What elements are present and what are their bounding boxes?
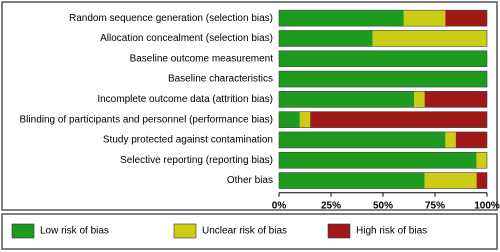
bar-segment (310, 111, 487, 128)
bar-segment (476, 152, 487, 169)
bar-segment (279, 10, 404, 27)
y-tick-label: Blinding of participants and personnel (… (20, 114, 273, 125)
bar-outline (278, 70, 488, 88)
bar-segment (445, 10, 487, 27)
bar-segment (414, 91, 425, 108)
bar-segment (279, 172, 425, 189)
y-tick-label: Baseline outcome measurement (130, 53, 274, 64)
y-tick-label: Allocation concealment (selection bias) (100, 33, 273, 44)
x-tick-label: 75% (425, 200, 445, 211)
bar-segment (424, 91, 487, 108)
bar-segment (279, 71, 487, 88)
bar-segment (372, 30, 487, 47)
legend-swatch (173, 223, 197, 239)
bar-segment (279, 111, 300, 128)
y-tick-label: Other bias (227, 175, 273, 186)
bar-segment (455, 131, 487, 148)
x-tick-label: 100% (474, 200, 500, 211)
legend-swatch (11, 223, 35, 239)
y-tick-label: Study protected against contamination (103, 135, 273, 146)
bar-outline (278, 131, 488, 149)
bar-segment (445, 131, 456, 148)
legend-swatch (327, 223, 351, 239)
bar-outline (278, 9, 488, 27)
bar-outline (278, 111, 488, 128)
legend-label: High risk of bias (356, 226, 427, 237)
legend-label: Unclear risk of bias (202, 226, 287, 237)
bar-outline (278, 50, 488, 68)
bar-segment (299, 111, 311, 128)
legend-frame (1, 213, 498, 250)
bar-segment (279, 91, 415, 108)
bar-segment (279, 30, 373, 47)
x-tick-label: 50% (373, 200, 393, 211)
bar-segment (279, 131, 446, 148)
x-tick-label: 25% (321, 200, 341, 211)
y-tick-label: Incomplete outcome data (attrition bias) (97, 94, 273, 105)
x-tick-label: 0% (272, 200, 287, 211)
y-tick-label: Random sequence generation (selection bi… (69, 13, 273, 24)
bar-segment (476, 172, 487, 189)
bar-outline (278, 91, 488, 108)
legend-label: Low risk of bias (40, 226, 109, 237)
chart-frame (1, 1, 498, 211)
bar-outline (278, 30, 488, 47)
bar-segment (403, 10, 446, 27)
bar-segment (424, 172, 477, 189)
bar-outline (278, 151, 488, 169)
y-tick-label: Baseline characteristics (168, 74, 273, 85)
y-tick-label: Selective reporting (reporting bias) (120, 155, 273, 166)
bar-segment (279, 50, 487, 67)
bar-outline (278, 172, 488, 189)
bar-segment (279, 152, 477, 169)
